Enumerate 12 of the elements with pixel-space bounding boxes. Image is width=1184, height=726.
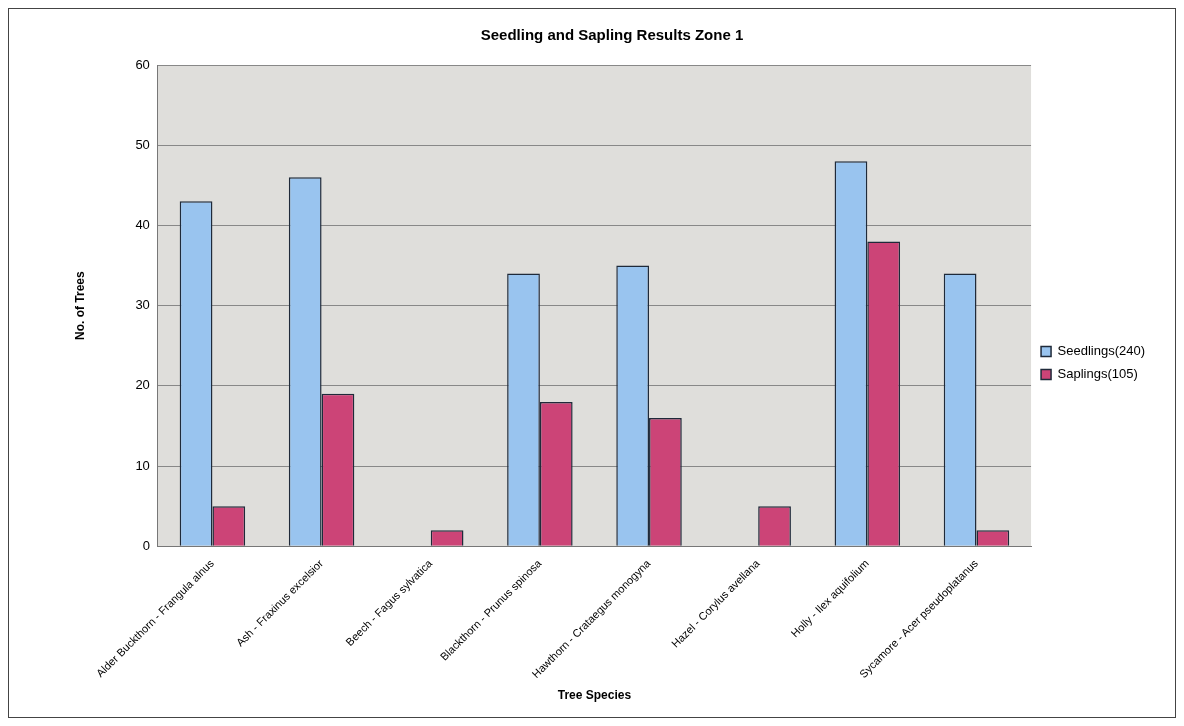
y-tick-label: 30	[135, 297, 150, 313]
y-tick-label: 40	[135, 217, 150, 232]
y-tick-label: 0	[142, 537, 150, 553]
x-axis-title: Tree Species	[557, 688, 632, 703]
y-tick-label: 50	[135, 136, 150, 152]
legend-label: Saplings(105)	[1057, 366, 1138, 382]
y-tick-label: 20	[135, 377, 150, 393]
chart-title: Seedling and Sapling Results Zone 1	[480, 26, 744, 44]
y-tick-label: 60	[135, 56, 150, 72]
y-tick-label: 10	[135, 457, 150, 473]
y-axis-title: No. of Trees	[72, 270, 87, 340]
legend-label: Seedlings(240)	[1057, 343, 1146, 359]
